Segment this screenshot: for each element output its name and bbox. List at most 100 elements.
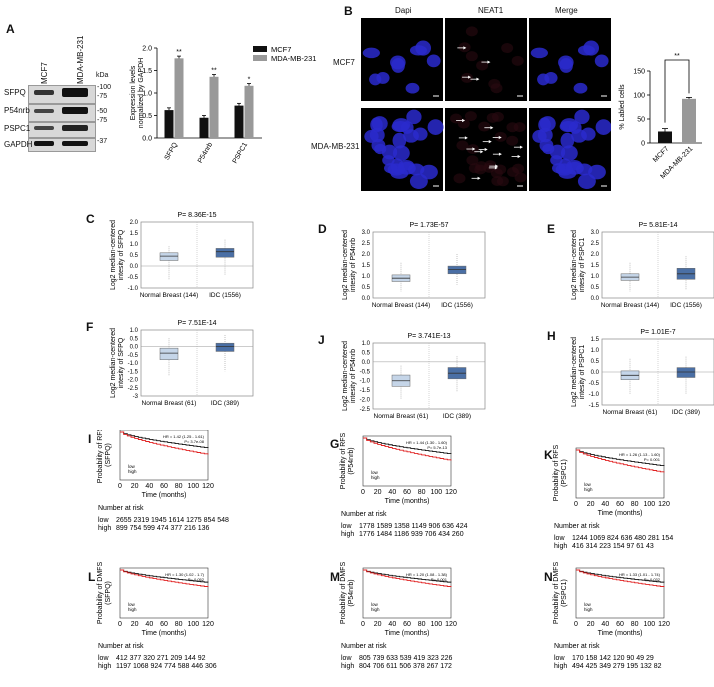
- y-tick-label: 1.0: [362, 341, 371, 347]
- y-axis-label: Probability of DMFS (P54nrb): [340, 562, 355, 625]
- risk-low-label: low: [554, 535, 565, 542]
- nucleus: [426, 54, 441, 68]
- group-label: Normal Breast (144): [140, 292, 199, 299]
- nucleus: [594, 54, 609, 68]
- legend-low: low: [584, 482, 592, 487]
- logrank-p: P= 3.7e-08: [184, 439, 204, 444]
- y-tick-label: -3: [133, 394, 139, 400]
- y-axis-label: % Labled cells: [619, 84, 626, 130]
- box: [676, 367, 696, 378]
- logrank-p: P= 0.001: [644, 457, 661, 462]
- p-value: P= 1.01E-7: [640, 329, 675, 336]
- y-tick-label: 0.0: [142, 136, 152, 143]
- arrow-head-icon: [498, 152, 502, 156]
- y-axis-label-line: normalized by GAPDH: [138, 58, 145, 128]
- x-tick-label: 0: [118, 621, 122, 628]
- curve-high: [363, 569, 452, 587]
- km-l: Probability of DMFS (SFPQ) 0 20 40 60 80 100 120…: [97, 562, 217, 670]
- y-tick-label: 1.0: [142, 91, 152, 98]
- y-tick-label: -1.5: [360, 388, 371, 394]
- risk-high-values: 899 754 599 474 377 216 136: [116, 525, 210, 532]
- nucleus: [390, 55, 406, 70]
- x-tick-label: 100: [643, 621, 655, 628]
- y-tick-label: 0.5: [362, 350, 371, 356]
- cell-bg: [491, 176, 504, 187]
- panel-label-a: A: [6, 22, 15, 36]
- risk-high-label: high: [341, 663, 354, 670]
- x-tick-label: 0: [118, 483, 122, 490]
- risk-high-values: 1197 1068 924 774 588 446 306: [116, 663, 217, 670]
- y-tick-label: 1.0: [130, 242, 139, 248]
- y-axis-label: Probability of RFS (P54nrb): [340, 432, 355, 489]
- arrow-head-icon: [488, 140, 492, 144]
- y-axis-label-line: Log2 median-centered: [571, 230, 578, 300]
- arrow-head-icon: [463, 46, 467, 50]
- curve-high: [576, 449, 665, 473]
- x-tick-label: 100: [187, 483, 199, 490]
- group-label: IDC (389): [443, 413, 471, 420]
- x-tick-label: 0: [361, 621, 365, 628]
- curve-low: [363, 437, 452, 454]
- y-tick-label: -0.5: [360, 369, 371, 375]
- legend-label: MCF7: [271, 45, 291, 54]
- y-axis-label-line: (SFPQ): [105, 581, 112, 605]
- p-value: P= 8.36E-15: [177, 212, 216, 219]
- protein-p54nrb: P54nrb: [4, 106, 30, 115]
- nucleus: [392, 145, 410, 161]
- y-tick-label: 0.5: [142, 113, 152, 120]
- marker-50: -50: [97, 108, 108, 115]
- group-label: Normal Breast (144): [601, 302, 660, 309]
- nucleus: [370, 117, 383, 133]
- km-grid: Probability of RFS (SFPQ)0 20 40 60 80 100 120T…: [97, 430, 673, 670]
- box: [215, 342, 235, 352]
- legend-high: high: [128, 607, 137, 612]
- y-tick-label: -0.5: [589, 381, 600, 387]
- bar-mcf7: [164, 110, 174, 138]
- x-axis-label: Time (months): [598, 510, 643, 517]
- cell-bg: [488, 78, 501, 89]
- risk-high-label: high: [554, 663, 567, 670]
- km-i: Probability of RFS (SFPQ) 0 20 40 60 80 100 120 T…: [97, 430, 229, 532]
- hazard-ratio: HR = 1.33 (1.01 - 1.74): [619, 572, 661, 577]
- nucleus: [400, 121, 414, 134]
- risk-low-label: low: [98, 517, 109, 524]
- plot-frame: [575, 567, 665, 619]
- y-tick-label: 2.0: [142, 46, 152, 53]
- nucleus: [413, 127, 428, 141]
- y-tick-label: 0.0: [130, 345, 139, 351]
- legend-swatch: [253, 55, 267, 61]
- x-tick-label: PSPC1: [232, 141, 250, 164]
- x-tick-label: 40: [601, 501, 609, 508]
- y-axis-label: Log2 median-centered intesity of PSPC1: [571, 230, 586, 300]
- x-tick-label: 80: [418, 621, 426, 628]
- y-tick-label: 150: [633, 69, 645, 76]
- hazard-ratio: HR = 1.20 (1.08 - 1.38): [406, 572, 448, 577]
- y-tick-label: 1.5: [142, 68, 152, 75]
- x-tick-label: 20: [374, 489, 382, 496]
- y-axis-label-line: Probability of DMFS: [97, 562, 104, 625]
- y-axis-label-line: Log2 median-centered: [342, 230, 349, 300]
- legend-label: MDA-MB-231: [271, 54, 316, 63]
- x-tick-label: 40: [388, 489, 396, 496]
- x-tick-label: 80: [418, 489, 426, 496]
- x-tick-label: 40: [388, 621, 396, 628]
- y-tick-label: 2.5: [591, 241, 600, 247]
- x-tick-label: 40: [145, 621, 153, 628]
- risk-high-values: 416 314 223 154 97 61 43: [572, 543, 654, 550]
- km-n: Probability of DMFS (PSPC1) 0 20 40 60 80 100 12…: [553, 562, 670, 670]
- y-tick-label: 0.0: [591, 296, 600, 302]
- cell-bg: [465, 51, 478, 62]
- y-tick-label: 2.0: [362, 252, 371, 258]
- risk-high-values: 804 706 611 506 378 267 172: [359, 663, 452, 670]
- cell-bg: [511, 55, 524, 66]
- marker-37: -37: [97, 138, 108, 145]
- km-k: Probability of RFS (PSPC1) 0 20 40 60 80 100 120…: [553, 444, 673, 550]
- row-label-mcf7: MCF7: [333, 58, 355, 67]
- y-tick-label: 0.5: [362, 285, 371, 291]
- legend-high: high: [584, 607, 593, 612]
- x-tick-label: 100: [643, 501, 655, 508]
- y-tick-label: -1.0: [360, 379, 371, 385]
- nucleus: [538, 117, 551, 133]
